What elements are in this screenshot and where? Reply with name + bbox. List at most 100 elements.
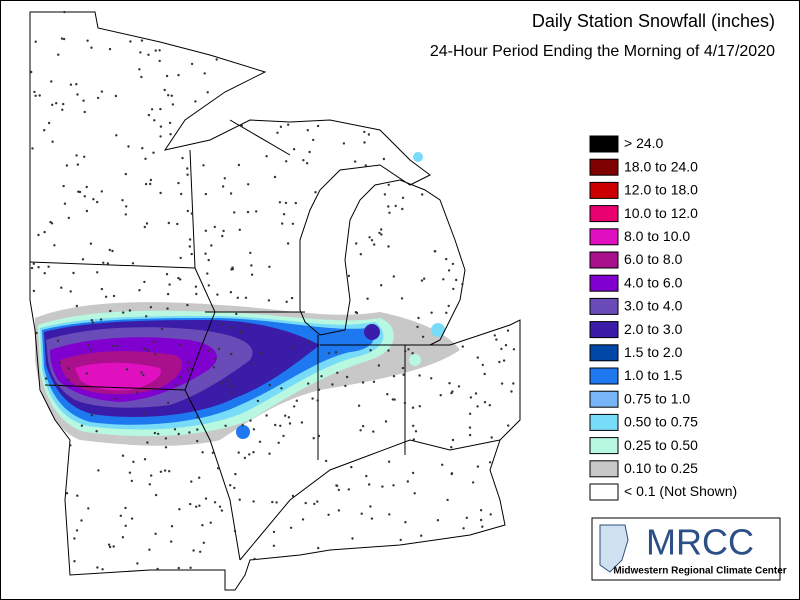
station <box>165 273 169 276</box>
station <box>430 311 433 314</box>
station <box>465 516 468 519</box>
station <box>180 192 183 196</box>
station <box>327 513 330 516</box>
station <box>50 222 54 225</box>
station <box>87 343 90 347</box>
station <box>195 292 198 296</box>
station <box>89 242 93 245</box>
station <box>377 364 381 367</box>
station <box>223 177 226 180</box>
station <box>209 521 212 524</box>
station <box>248 453 251 456</box>
station <box>56 383 59 387</box>
station <box>177 181 180 185</box>
station <box>237 163 241 167</box>
station <box>207 349 210 353</box>
station <box>483 401 487 404</box>
station <box>337 509 341 512</box>
station <box>190 62 194 66</box>
station <box>30 266 34 270</box>
station <box>231 266 234 269</box>
station <box>43 230 46 234</box>
station <box>368 483 371 486</box>
station <box>345 375 349 379</box>
station <box>237 451 240 454</box>
station <box>201 451 204 454</box>
station <box>368 236 371 239</box>
station <box>434 250 437 253</box>
station <box>204 497 208 500</box>
station <box>337 488 340 492</box>
station <box>481 525 484 528</box>
station <box>354 160 357 163</box>
station <box>364 164 367 167</box>
station <box>47 265 50 268</box>
station <box>284 201 288 205</box>
station <box>139 51 142 54</box>
logo: MRCC Midwestern Regional Climate Center <box>591 517 787 581</box>
station <box>387 183 390 186</box>
station <box>324 459 328 463</box>
station <box>387 245 390 248</box>
station <box>38 94 41 97</box>
station <box>268 452 271 455</box>
station <box>73 537 76 540</box>
station <box>73 560 76 563</box>
station <box>420 534 423 537</box>
station <box>125 368 129 371</box>
station <box>489 513 492 516</box>
legend-swatch <box>589 135 619 153</box>
station <box>316 124 320 128</box>
station <box>451 262 455 266</box>
station <box>481 363 484 367</box>
station <box>100 287 104 291</box>
station <box>383 193 387 196</box>
station <box>215 58 218 61</box>
station <box>90 319 94 322</box>
station <box>289 526 293 529</box>
station <box>153 119 156 122</box>
station <box>252 428 256 431</box>
station <box>506 329 510 332</box>
station <box>35 331 38 335</box>
station <box>220 382 224 385</box>
station <box>416 325 419 329</box>
station <box>401 196 405 199</box>
station <box>122 311 125 314</box>
station <box>402 373 405 376</box>
station <box>186 167 189 170</box>
station <box>114 94 118 98</box>
station <box>159 135 162 138</box>
station <box>300 421 304 424</box>
station <box>204 192 208 196</box>
station <box>372 430 375 433</box>
station <box>125 205 128 208</box>
station <box>447 304 450 308</box>
station <box>479 518 483 522</box>
station <box>124 506 127 510</box>
station <box>255 210 258 213</box>
station <box>293 405 296 408</box>
station <box>188 238 192 241</box>
station <box>344 384 347 388</box>
station <box>282 213 286 216</box>
station <box>229 484 232 487</box>
station <box>247 183 250 186</box>
station <box>468 433 472 437</box>
station <box>206 272 209 275</box>
legend-label: 8.0 to 10.0 <box>624 228 690 244</box>
station <box>37 233 40 237</box>
legend-swatch <box>589 437 619 455</box>
map <box>29 11 521 591</box>
legend-label: 0.25 to 0.50 <box>624 437 698 453</box>
station <box>307 382 310 385</box>
legend-label: 0.10 to 0.25 <box>624 460 698 476</box>
station <box>168 283 171 286</box>
station <box>202 541 205 544</box>
legend-swatch <box>589 390 619 408</box>
station <box>285 160 288 163</box>
station <box>65 492 69 495</box>
station <box>116 344 119 347</box>
station <box>401 366 405 370</box>
station <box>81 258 85 261</box>
